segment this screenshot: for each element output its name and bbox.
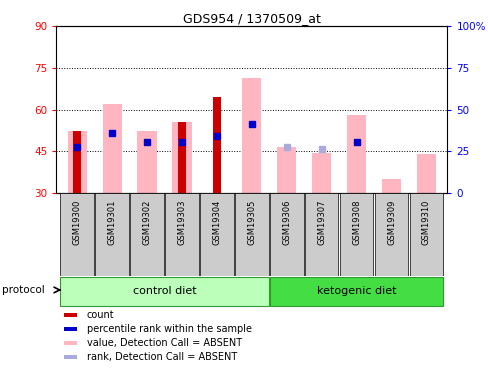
Bar bbox=[64, 327, 77, 331]
Title: GDS954 / 1370509_at: GDS954 / 1370509_at bbox=[183, 12, 320, 25]
Text: GSM19308: GSM19308 bbox=[351, 200, 360, 245]
Text: GSM19303: GSM19303 bbox=[177, 200, 186, 245]
Bar bbox=[269, 193, 303, 276]
Bar bbox=[305, 193, 338, 276]
Text: GSM19305: GSM19305 bbox=[247, 200, 256, 245]
Bar bbox=[178, 122, 185, 193]
Bar bbox=[165, 193, 198, 276]
Bar bbox=[374, 193, 407, 276]
Bar bbox=[200, 193, 233, 276]
Text: GSM19302: GSM19302 bbox=[142, 200, 151, 245]
Text: protocol: protocol bbox=[2, 285, 45, 295]
Bar bbox=[277, 147, 296, 193]
Text: GSM19301: GSM19301 bbox=[107, 200, 116, 245]
Bar bbox=[61, 193, 94, 276]
Text: control diet: control diet bbox=[132, 286, 196, 296]
Text: GSM19309: GSM19309 bbox=[386, 200, 395, 245]
Bar bbox=[64, 342, 77, 345]
Bar bbox=[242, 78, 261, 193]
Bar bbox=[269, 277, 442, 306]
Bar bbox=[172, 122, 191, 193]
Text: GSM19310: GSM19310 bbox=[421, 200, 430, 245]
Bar bbox=[95, 193, 129, 276]
Bar bbox=[235, 193, 268, 276]
Bar bbox=[64, 356, 77, 359]
Bar bbox=[64, 314, 77, 317]
Bar bbox=[102, 104, 122, 193]
Bar bbox=[381, 179, 400, 193]
Text: count: count bbox=[86, 310, 114, 320]
Text: GSM19300: GSM19300 bbox=[73, 200, 81, 245]
Bar bbox=[73, 130, 81, 193]
Text: ketogenic diet: ketogenic diet bbox=[316, 286, 396, 296]
Text: value, Detection Call = ABSENT: value, Detection Call = ABSENT bbox=[86, 338, 242, 348]
Bar bbox=[339, 193, 373, 276]
Text: GSM19307: GSM19307 bbox=[317, 200, 325, 245]
Bar bbox=[67, 130, 87, 193]
Bar bbox=[61, 277, 268, 306]
Bar bbox=[137, 130, 156, 193]
Bar bbox=[213, 97, 220, 193]
Text: GSM19304: GSM19304 bbox=[212, 200, 221, 245]
Text: GSM19306: GSM19306 bbox=[282, 200, 291, 245]
Text: percentile rank within the sample: percentile rank within the sample bbox=[86, 324, 251, 334]
Bar bbox=[346, 115, 366, 193]
Text: rank, Detection Call = ABSENT: rank, Detection Call = ABSENT bbox=[86, 352, 237, 362]
Bar bbox=[311, 153, 330, 193]
Bar bbox=[416, 154, 435, 193]
Bar bbox=[130, 193, 163, 276]
Bar bbox=[409, 193, 442, 276]
